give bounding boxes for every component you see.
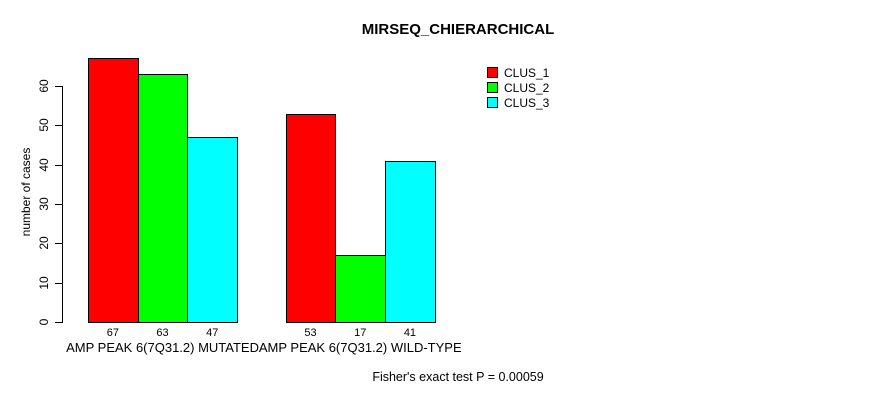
y-tick-label: 60 [37, 79, 51, 93]
y-axis-line [62, 86, 63, 323]
annotation-fisher-test: Fisher's exact test P = 0.00059 [372, 370, 544, 384]
y-tick [55, 204, 62, 205]
legend-label: CLUS_2 [504, 80, 550, 95]
y-tick [55, 125, 62, 127]
y-tick [55, 243, 62, 245]
y-tick-label: 0 [37, 318, 51, 326]
y-axis-label: number of cases [19, 147, 33, 237]
bar-clus_1-group1 [88, 58, 139, 323]
legend-row-clus_2: CLUS_2 [487, 80, 549, 95]
legend-row-clus_3: CLUS_3 [487, 95, 549, 110]
legend-label: CLUS_1 [504, 65, 550, 80]
y-tick [55, 322, 62, 323]
legend-swatch-clus_3 [487, 97, 498, 108]
bar-value-label: 63 [156, 327, 169, 339]
bar-clus_2-group1 [137, 74, 189, 323]
legend-label: CLUS_3 [504, 95, 550, 110]
bar-value-label: 41 [403, 327, 417, 339]
bar-clus_1-group2 [285, 113, 337, 323]
y-tick-label: 40 [37, 157, 51, 172]
category-label: AMP PEAK 6(7Q31.2) WILD-TYPE [258, 340, 462, 355]
legend-swatch-clus_2 [487, 82, 498, 93]
y-tick-label: 30 [37, 197, 51, 211]
bar-clus_2-group2 [335, 255, 387, 323]
y-tick-label: 50 [37, 118, 51, 133]
bar-value-label: 47 [206, 327, 219, 339]
legend-row-clus_1: CLUS_1 [487, 65, 549, 80]
bar-clus_3-group2 [385, 160, 436, 323]
legend: CLUS_1 CLUS_2 CLUS_3 [487, 65, 549, 110]
bar-value-label: 53 [304, 327, 317, 339]
y-tick [55, 282, 62, 284]
y-tick-label: 20 [37, 236, 51, 251]
legend-swatch-clus_1 [487, 67, 498, 78]
y-tick-label: 10 [37, 275, 51, 290]
bar-value-label: 67 [106, 327, 119, 339]
bar-clus_3-group1 [187, 137, 239, 323]
bar-value-label: 17 [354, 327, 367, 339]
y-tick [55, 86, 62, 87]
y-tick [55, 164, 62, 166]
category-label: AMP PEAK 6(7Q31.2) MUTATED [66, 340, 259, 355]
chart-title: MIRSEQ_CHIERARCHICAL [361, 21, 555, 38]
